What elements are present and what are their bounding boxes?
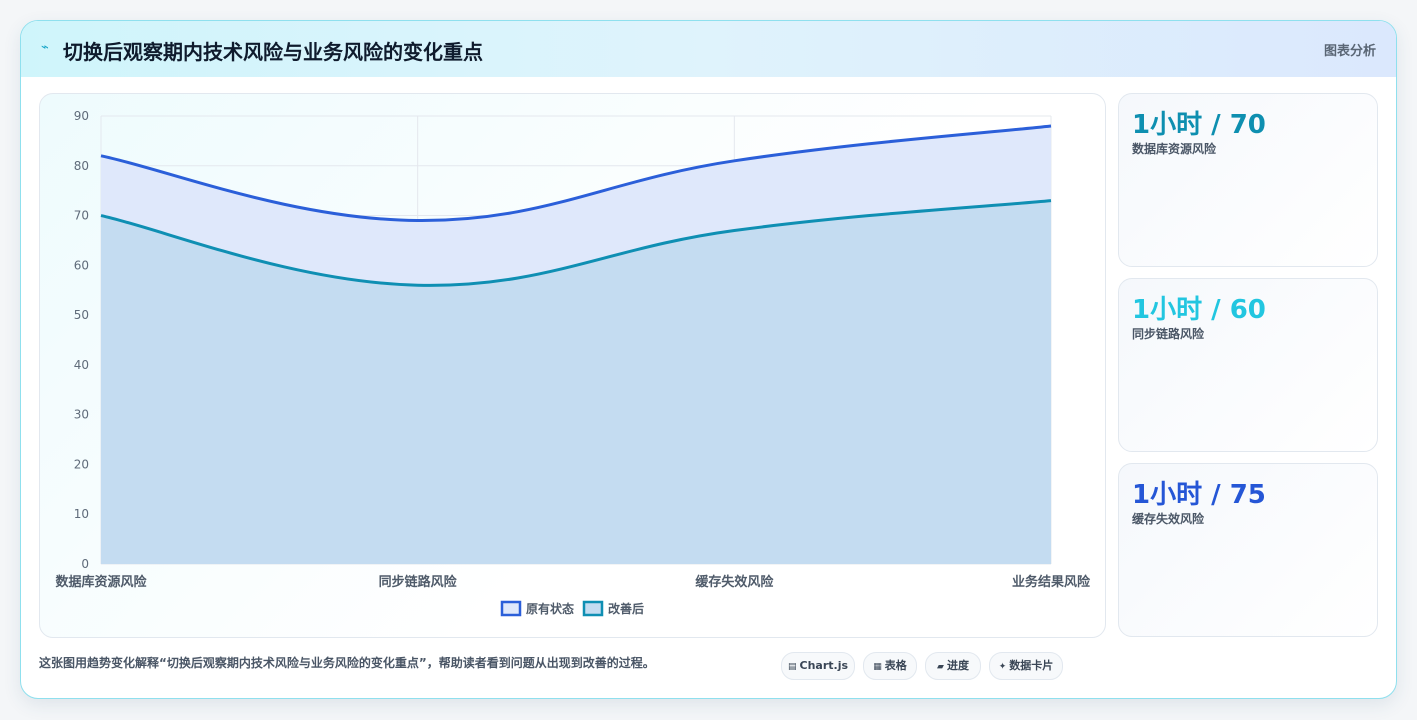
sparkle-icon: ✦ bbox=[998, 662, 1007, 672]
kpi-label: 数据库资源风险 bbox=[1132, 142, 1217, 156]
x-tick-label: 缓存失效风险 bbox=[695, 574, 774, 590]
pill-data-cards[interactable]: ✦ 数据卡片 bbox=[989, 652, 1063, 680]
chart-card: ⌁ 切换后观察期内技术风险与业务风险的变化重点 图表分析 0 10 20 30 40 50… bbox=[20, 20, 1397, 699]
kpi-value: 1小时 / 60 bbox=[1132, 295, 1266, 325]
legend-label: 改善后 bbox=[608, 601, 644, 616]
kpi-value: 1小时 / 75 bbox=[1132, 480, 1266, 510]
kpi-value: 1小时 / 70 bbox=[1132, 110, 1266, 140]
legend-swatch bbox=[500, 600, 522, 617]
series-area-improved bbox=[101, 200, 1051, 564]
trend-icon: ⌁ bbox=[41, 40, 49, 55]
series-line-original bbox=[100, 124, 1052, 223]
y-tick-label: 80 bbox=[74, 159, 89, 173]
x-tick-label: 业务结果风险 bbox=[1012, 574, 1091, 590]
y-tick-label: 30 bbox=[74, 408, 89, 422]
table-icon: ▦ bbox=[873, 662, 882, 672]
kpi-card-database: 1小时 / 70 数据库资源风险 bbox=[1118, 93, 1378, 267]
y-tick-label: 10 bbox=[74, 507, 89, 521]
chart-description: 这张图用趋势变化解释“切换后观察期内技术风险与业务风险的变化重点”，帮助读者看到… bbox=[39, 656, 655, 670]
x-tick-label: 数据库资源风险 bbox=[55, 574, 147, 590]
y-tick-label: 0 bbox=[81, 557, 89, 571]
x-tick-label: 同步链路风险 bbox=[379, 574, 458, 590]
kpi-card-sync: 1小时 / 60 同步链路风险 bbox=[1118, 278, 1378, 452]
card-header: ⌁ 切换后观察期内技术风险与业务风险的变化重点 图表分析 bbox=[21, 21, 1396, 77]
y-tick-label: 50 bbox=[74, 308, 89, 322]
legend-label: 原有状态 bbox=[526, 601, 574, 616]
pill-label: 进度 bbox=[946, 659, 969, 672]
series-line-improved bbox=[100, 199, 1052, 287]
y-tick-label: 40 bbox=[74, 358, 89, 372]
y-tick-label: 20 bbox=[74, 457, 89, 471]
chart-icon: ▤ bbox=[787, 662, 797, 672]
y-tick-label: 70 bbox=[74, 209, 89, 223]
legend-swatch bbox=[582, 600, 604, 617]
pill-label: Chart.js bbox=[799, 659, 849, 672]
kpi-card-cache: 1小时 / 75 缓存失效风险 bbox=[1118, 463, 1378, 637]
kpi-label: 缓存失效风险 bbox=[1132, 512, 1205, 526]
progress-icon: ▰ bbox=[937, 662, 944, 672]
y-tick-label: 60 bbox=[74, 258, 89, 272]
kpi-label: 同步链路风险 bbox=[1132, 327, 1205, 341]
pill-label: 表格 bbox=[884, 659, 907, 672]
pill-table[interactable]: ▦ 表格 bbox=[863, 652, 917, 680]
area-chart: 0 10 20 30 40 50 60 70 80 90 数据库资源风险 同步链路风险 缓存失效风险 业务… bbox=[55, 109, 1091, 617]
chart-panel: 0 10 20 30 40 50 60 70 80 90 数据库资源风险 同步链路风险 缓存失效风险 业务… bbox=[39, 93, 1106, 638]
pill-label: 数据卡片 bbox=[1009, 659, 1054, 672]
page-title: 切换后观察期内技术风险与业务风险的变化重点 bbox=[63, 40, 483, 64]
pill-chartjs[interactable]: ▤ Chart.js bbox=[781, 652, 855, 680]
chart-analysis-badge: 图表分析 bbox=[1323, 44, 1376, 59]
pill-progress[interactable]: ▰ 进度 bbox=[925, 652, 981, 680]
y-tick-label: 90 bbox=[74, 109, 89, 123]
